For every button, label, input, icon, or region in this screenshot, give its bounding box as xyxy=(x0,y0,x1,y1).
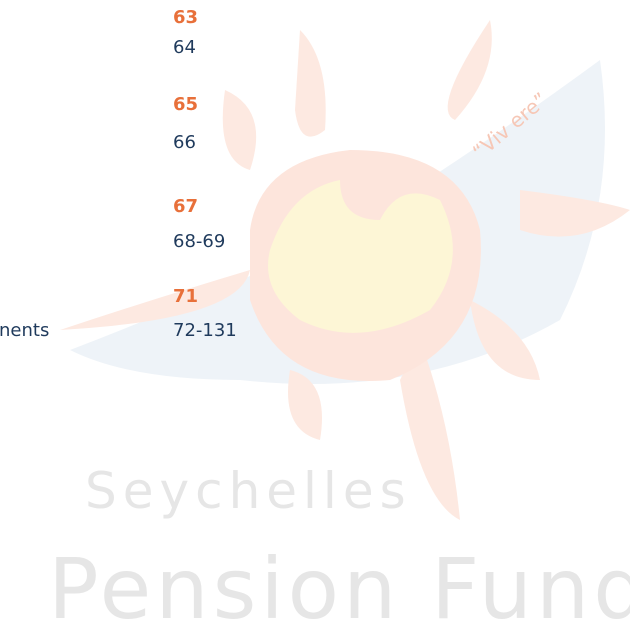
page-number: 65 xyxy=(173,95,198,115)
watermark-line1: Seychelles xyxy=(85,462,412,520)
partial-entry: nents xyxy=(0,321,49,341)
page-number: 67 xyxy=(173,197,198,217)
page-number: 71 xyxy=(173,287,198,307)
watermark-line2: Pension Fund xyxy=(48,540,630,638)
subpage-number: 64 xyxy=(173,38,196,58)
subpage-number: 72-131 xyxy=(173,321,237,341)
subpage-number: 68-69 xyxy=(173,232,225,252)
page: “Viv ere” Seychelles Pension Fund nents … xyxy=(0,0,630,637)
subpage-number: 66 xyxy=(173,133,196,153)
page-number: 63 xyxy=(173,8,198,28)
